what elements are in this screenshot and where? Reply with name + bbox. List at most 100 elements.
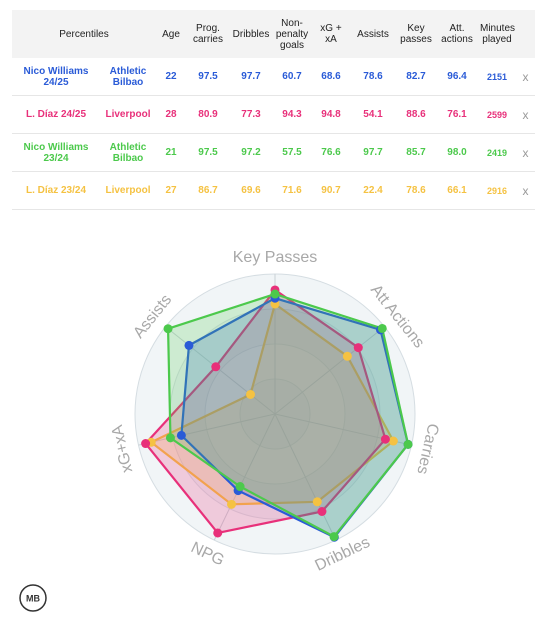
column-header: Non-penalty goals [272,10,312,58]
percentile: 98.0 [436,133,478,172]
percentile: 94.8 [312,95,350,134]
remove-button[interactable]: x [516,171,535,210]
radar-point [213,528,223,538]
radar-point [165,433,175,443]
percentile: 60.7 [272,58,312,96]
player-row: L. Díaz 24/25 Liverpool 28 80.9 77.3 94.3 94.8… [12,95,535,134]
percentile: 97.5 [186,58,230,96]
column-header: Percentiles [12,10,156,58]
radar-point [141,439,151,449]
radar-point [227,499,237,509]
radar-point [317,507,327,517]
percentile: 90.7 [312,171,350,210]
column-header: Age [156,10,186,58]
column-header: Dribbles [230,10,272,58]
minutes: 2419 [478,133,516,172]
radar-point [245,389,255,399]
team-name: Athletic Bilbao [100,58,156,96]
percentile: 54.1 [350,95,396,134]
minutes: 2916 [478,171,516,210]
radar-point [329,532,339,542]
percentile: 88.6 [396,95,436,134]
percentile: 68.6 [312,58,350,96]
spoke [165,326,276,415]
percentile: 66.1 [436,171,478,210]
radar-point [377,323,387,333]
percentile: 57.5 [272,133,312,172]
percentile: 76.6 [312,133,350,172]
spoke [274,413,337,541]
player-row: L. Díaz 23/24 Liverpool 27 86.7 69.6 71.6 90.7… [12,171,535,210]
spoke [274,326,385,415]
percentile: 86.7 [186,171,230,210]
percentile: 80.9 [186,95,230,134]
axis-label: Key Passes [233,249,317,266]
age: 22 [156,58,186,96]
axis-label: xG+xA [109,423,136,474]
percentile: 71.6 [272,171,312,210]
header-spacer [516,10,535,58]
percentile: 69.6 [230,171,272,210]
percentile: 82.7 [396,58,436,96]
radar-point [235,482,245,492]
player-name: Nico Williams 24/25 [12,58,100,96]
radar-point [380,434,390,444]
radar-point [184,340,194,350]
percentile: 97.7 [350,133,396,172]
percentile: 78.6 [396,171,436,210]
column-header: xG + xA [312,10,350,58]
percentile: 97.2 [230,133,272,172]
percentile: 97.5 [186,133,230,172]
team-name: Athletic Bilbao [100,133,156,172]
percentile: 97.7 [230,58,272,96]
radar-point [270,289,280,299]
spoke [213,413,276,541]
column-header: Minutes played [478,10,516,58]
radar-area [144,288,387,535]
percentile: 96.4 [436,58,478,96]
player-row: Nico Williams 23/24 Athletic Bilbao 21 97.5… [12,133,535,172]
player-name: Nico Williams 23/24 [12,133,100,172]
table-body: Nico Williams 24/25 Athletic Bilbao 22 97.5… [12,58,535,210]
column-header: Assists [350,10,396,58]
axis-label: Carries [413,422,441,476]
percentile: 85.7 [396,133,436,172]
logo-ring [19,584,47,612]
header-row: Percentiles Age Prog. carries Dribbles Non-p… [12,10,535,58]
spoke [138,413,276,446]
remove-button[interactable]: x [516,58,535,96]
column-header: Prog. carries [186,10,230,58]
age: 28 [156,95,186,134]
team-name: Liverpool [100,171,156,210]
percentile: 76.1 [436,95,478,134]
remove-button[interactable]: x [516,133,535,172]
age: 27 [156,171,186,210]
radar-point [312,497,322,507]
logo: MB [26,593,40,603]
radar-point [163,324,173,334]
percentile: 22.4 [350,171,396,210]
team-name: Liverpool [100,95,156,134]
percentile: 94.3 [272,95,312,134]
percentile: 78.6 [350,58,396,96]
radar-point [176,430,186,440]
minutes: 2151 [478,58,516,96]
radar-point [353,343,363,353]
radar-area [150,302,395,506]
column-header: Att. actions [436,10,478,58]
remove-button[interactable]: x [516,95,535,134]
minutes: 2599 [478,95,516,134]
age: 21 [156,133,186,172]
radar-point [211,362,221,372]
column-header: Key passes [396,10,436,58]
radar-point [388,436,398,446]
comparison-table: Percentiles Age Prog. carries Dribbles Non-p… [12,10,535,210]
player-name: L. Díaz 24/25 [12,95,100,134]
player-row: Nico Williams 24/25 Athletic Bilbao 22 97.5… [12,58,535,96]
player-name: L. Díaz 23/24 [12,171,100,210]
radar-point [342,351,352,361]
radar-point [403,439,413,449]
percentile: 77.3 [230,95,272,134]
